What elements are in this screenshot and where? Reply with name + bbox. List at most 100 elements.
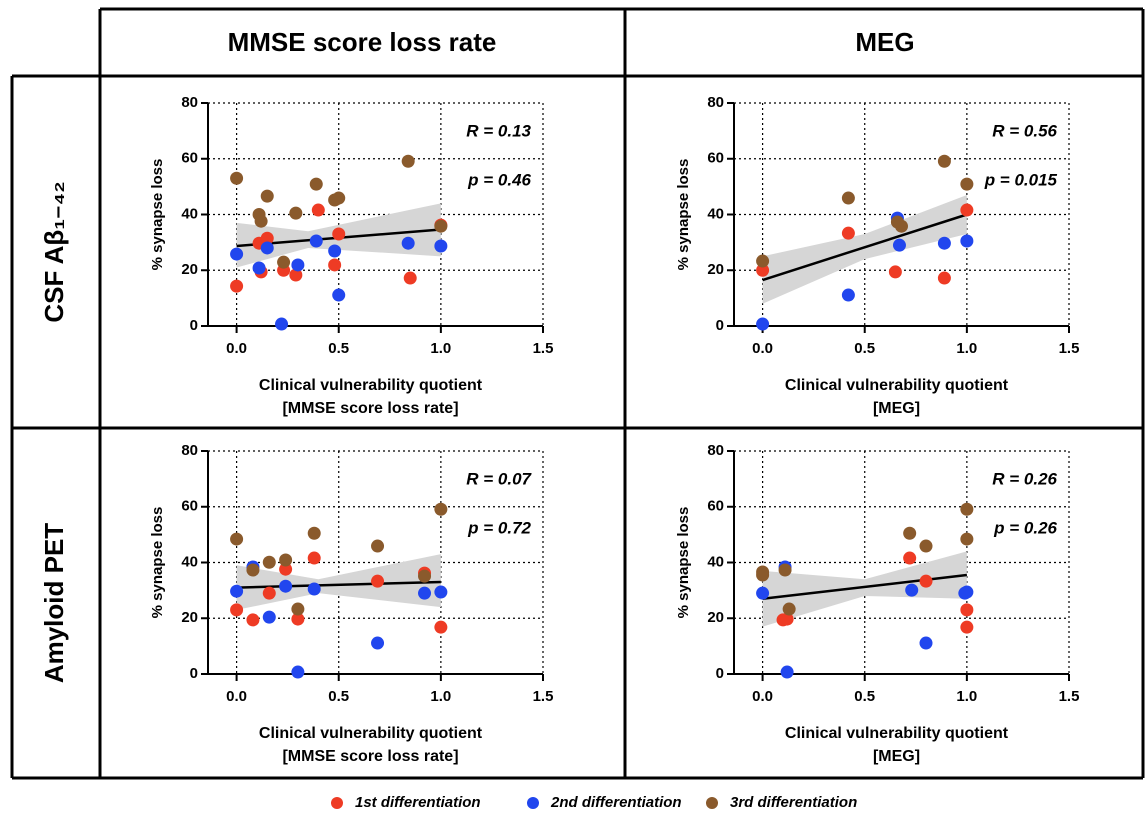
fit-line (236, 580, 441, 589)
data-point (230, 279, 244, 293)
x-axis-label: Clinical vulnerability quotient (259, 377, 483, 394)
y-tick-label: 80 (707, 94, 724, 111)
scatter-plot: 0 20 40 60 80 0.0 0.5 1.0 1.5 % synapse loss Clini… (675, 442, 1079, 765)
column-header: MEG (855, 27, 914, 57)
data-point (778, 563, 792, 577)
data-point (230, 532, 244, 546)
annotation: R = 0.13 (466, 121, 531, 140)
data-point (260, 241, 274, 255)
data-point (371, 539, 385, 553)
y-tick-label: 20 (707, 261, 724, 278)
x-axis-label: [MEG] (873, 400, 920, 417)
data-point (309, 177, 323, 191)
data-point (403, 271, 417, 285)
confidence-band (762, 551, 967, 627)
data-point (275, 317, 289, 331)
annotation: p = 0.72 (467, 518, 531, 537)
x-tick-label: 0.0 (752, 340, 773, 357)
data-point (277, 255, 291, 269)
y-tick-label: 60 (707, 150, 724, 167)
data-point (260, 189, 274, 203)
data-point (332, 288, 346, 302)
data-point (919, 539, 933, 553)
y-tick-label: 0 (716, 317, 724, 334)
data-point (328, 244, 342, 258)
data-point (262, 610, 276, 624)
legend-marker (706, 797, 718, 809)
x-tick-label: 1.0 (956, 340, 977, 357)
data-point (230, 171, 244, 185)
data-point (401, 154, 415, 168)
x-tick-label: 0.0 (752, 688, 773, 705)
x-tick-label: 0.5 (328, 340, 349, 357)
legend-marker (331, 797, 343, 809)
x-tick-label: 1.5 (1059, 340, 1080, 357)
legend-marker (527, 797, 539, 809)
x-tick-label: 1.5 (1059, 688, 1080, 705)
data-point (780, 665, 794, 679)
data-point (332, 191, 346, 205)
data-point (960, 234, 974, 248)
table-borders (10, 7, 1145, 780)
x-axis-label: [MEG] (873, 748, 920, 765)
legend-label: 2nd differentiation (550, 794, 682, 811)
y-tick-label: 40 (707, 553, 724, 570)
y-axis-label: % synapse loss (149, 159, 166, 271)
x-tick-label: 1.0 (430, 688, 451, 705)
data-point (960, 177, 974, 191)
data-point (371, 636, 385, 650)
data-point (260, 231, 274, 245)
data-point (903, 551, 917, 565)
data-point (756, 254, 770, 268)
data-point (307, 582, 321, 596)
data-point (230, 584, 244, 598)
data-point (230, 603, 244, 617)
data-point (434, 585, 448, 599)
y-axis-label: % synapse loss (149, 507, 166, 619)
x-tick-label: 0.5 (328, 688, 349, 705)
data-point (434, 239, 448, 253)
data-point (311, 203, 325, 217)
data-point (960, 532, 974, 546)
y-tick-label: 40 (181, 553, 198, 570)
legend-label: 1st differentiation (355, 794, 481, 811)
x-tick-label: 1.0 (956, 688, 977, 705)
data-point (960, 603, 974, 617)
data-point (279, 553, 293, 567)
data-point (434, 502, 448, 516)
y-tick-label: 0 (190, 665, 198, 682)
fit-line (762, 213, 968, 282)
data-point (230, 247, 244, 261)
data-point (937, 271, 951, 285)
row-header: Amyloid PET (39, 523, 69, 683)
y-tick-label: 20 (181, 261, 198, 278)
data-point (328, 258, 342, 272)
data-point (291, 612, 305, 626)
data-point (289, 206, 303, 220)
y-axis-label: % synapse loss (675, 159, 692, 271)
data-point (756, 317, 770, 331)
data-point (291, 602, 305, 616)
data-point (756, 263, 770, 277)
y-tick-label: 80 (707, 442, 724, 459)
x-tick-label: 0.5 (854, 340, 875, 357)
annotation: p = 0.46 (467, 170, 531, 189)
data-point (371, 574, 385, 588)
data-point (418, 586, 432, 600)
data-point (841, 288, 855, 302)
data-point (254, 214, 268, 228)
scatter-plot: 0 20 40 60 80 0.0 0.5 1.0 1.5 % synapse loss Clini… (675, 94, 1079, 417)
data-point (279, 562, 293, 576)
data-point (958, 586, 972, 600)
data-point (289, 268, 303, 282)
data-point (903, 526, 917, 540)
annotation: R = 0.07 (466, 469, 532, 488)
x-tick-label: 1.0 (430, 340, 451, 357)
x-axis-label: Clinical vulnerability quotient (259, 725, 483, 742)
y-tick-label: 0 (716, 665, 724, 682)
confidence-band (236, 554, 441, 610)
fit-line (762, 573, 968, 600)
data-point (960, 620, 974, 634)
y-tick-label: 20 (181, 609, 198, 626)
data-point (252, 261, 266, 275)
